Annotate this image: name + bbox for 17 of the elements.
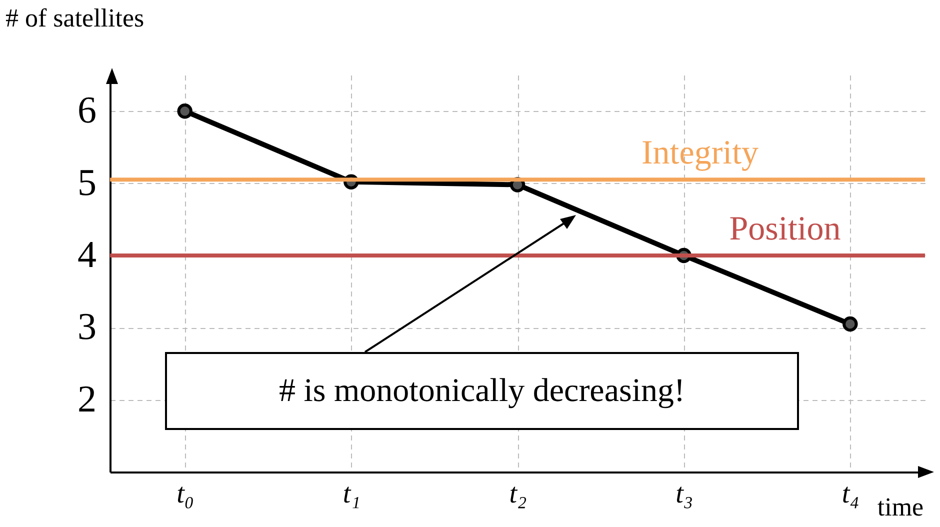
x-tick-label: t₃ bbox=[676, 478, 694, 510]
y-tick-label: 3 bbox=[78, 306, 96, 348]
x-tick-label: t₂ bbox=[509, 478, 528, 510]
y-tick-label: 5 bbox=[78, 162, 96, 204]
x-tick-label: t₄ bbox=[842, 478, 860, 510]
y-tick-label: 6 bbox=[78, 90, 96, 132]
y-tick-label: 2 bbox=[78, 378, 96, 420]
text-box: # is monotonically decreasing! bbox=[165, 352, 799, 430]
point bbox=[177, 103, 192, 119]
ref-line-label: Integrity bbox=[641, 134, 759, 172]
y-axis-title: # of satellites bbox=[6, 4, 144, 32]
x-tick-label: t₁ bbox=[342, 478, 360, 510]
x-axis-title: time bbox=[877, 492, 924, 522]
x-tick-label: t₀ bbox=[176, 478, 194, 510]
ref-line-label: Position bbox=[729, 210, 841, 248]
y-tick-label: 4 bbox=[78, 234, 96, 276]
point bbox=[842, 316, 858, 332]
